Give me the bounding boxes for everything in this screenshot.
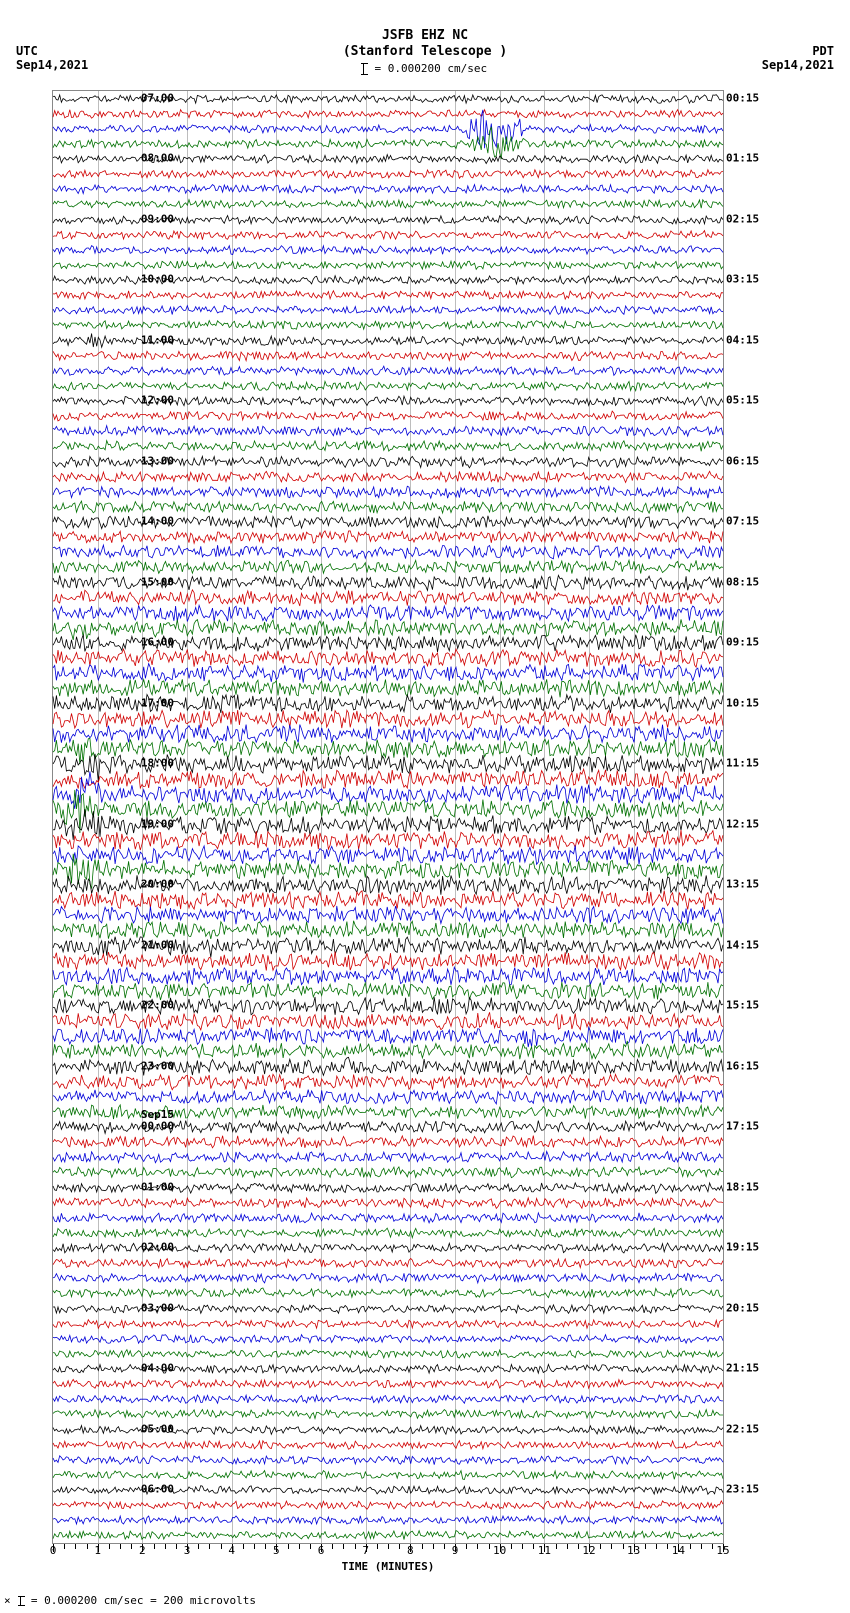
left-hour-label: 13:00 (141, 454, 174, 467)
left-hour-label: 22:00 (141, 999, 174, 1012)
right-hour-label: 08:15 (726, 575, 759, 588)
left-hour-label: 18:00 (141, 757, 174, 770)
footer-text: = 0.000200 cm/sec = 200 microvolts (31, 1594, 256, 1607)
left-hour-label: 08:00 (141, 152, 174, 165)
right-hour-label: 13:15 (726, 878, 759, 891)
left-hour-label: 19:00 (141, 817, 174, 830)
footer-bar-icon (20, 1596, 21, 1606)
left-hour-label: 09:00 (141, 212, 174, 225)
right-hour-label: 15:15 (726, 999, 759, 1012)
right-hour-label: 22:15 (726, 1422, 759, 1435)
right-hour-label: 23:15 (726, 1483, 759, 1496)
timezone-left: UTC (16, 44, 38, 58)
right-hour-label: 04:15 (726, 333, 759, 346)
right-hour-label: 03:15 (726, 273, 759, 286)
left-hour-label: 12:00 (141, 394, 174, 407)
date-right: Sep14,2021 (762, 58, 834, 72)
left-hour-label: 01:00 (141, 1180, 174, 1193)
right-hour-label: 06:15 (726, 454, 759, 467)
right-hour-label: 01:15 (726, 152, 759, 165)
right-hour-label: 02:15 (726, 212, 759, 225)
right-hour-label: 00:15 (726, 91, 759, 104)
left-hour-label: 03:00 (141, 1301, 174, 1314)
left-hour-label: 06:00 (141, 1483, 174, 1496)
left-hour-label: 14:00 (141, 515, 174, 528)
right-hour-label: 10:15 (726, 696, 759, 709)
right-hour-label: 18:15 (726, 1180, 759, 1193)
right-hour-label: 12:15 (726, 817, 759, 830)
footer-scale: × = 0.000200 cm/sec = 200 microvolts (4, 1594, 256, 1607)
left-hour-label: 02:00 (141, 1241, 174, 1254)
right-hour-label: 09:15 (726, 636, 759, 649)
left-hour-label: 05:00 (141, 1422, 174, 1435)
right-hour-label: 05:15 (726, 394, 759, 407)
left-hour-label: 17:00 (141, 696, 174, 709)
left-hour-label: 23:00 (141, 1059, 174, 1072)
right-hour-label: 19:15 (726, 1241, 759, 1254)
left-hour-label: 00:00 (141, 1120, 174, 1133)
left-hour-label: 11:00 (141, 333, 174, 346)
right-hour-label: 21:15 (726, 1362, 759, 1375)
right-hour-label: 11:15 (726, 757, 759, 770)
left-hour-label: 21:00 (141, 938, 174, 951)
seismogram-container: JSFB EHZ NC (Stanford Telescope ) = 0.00… (0, 0, 850, 1613)
right-hour-label: 14:15 (726, 938, 759, 951)
footer-prefix: × (4, 1594, 11, 1607)
left-hour-label: 07:00 (141, 91, 174, 104)
right-hour-label: 07:15 (726, 515, 759, 528)
right-hour-label: 17:15 (726, 1120, 759, 1133)
left-hour-label: 20:00 (141, 878, 174, 891)
left-hour-label: 15:00 (141, 575, 174, 588)
timezone-right: PDT (812, 44, 834, 58)
left-hour-label: 16:00 (141, 636, 174, 649)
right-hour-label: 16:15 (726, 1059, 759, 1072)
left-hour-label: 04:00 (141, 1362, 174, 1375)
right-hour-label: 20:15 (726, 1301, 759, 1314)
left-hour-label: 10:00 (141, 273, 174, 286)
